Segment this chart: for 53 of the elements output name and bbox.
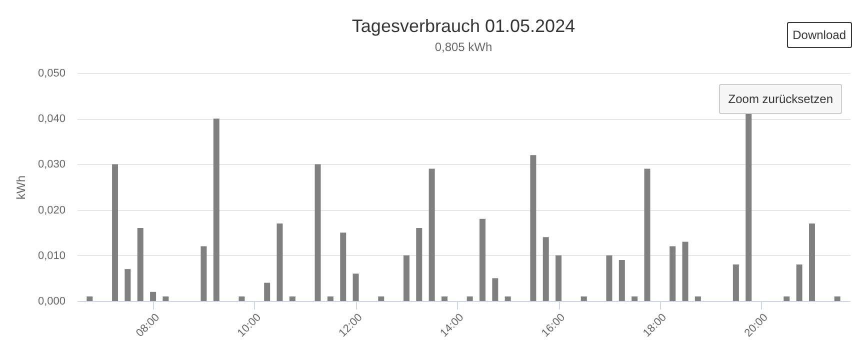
bar bbox=[732, 264, 739, 301]
bar bbox=[314, 164, 321, 301]
y-tick-label: 0,010 bbox=[38, 250, 66, 262]
bar bbox=[530, 155, 536, 301]
bar bbox=[694, 296, 701, 301]
bar bbox=[441, 296, 448, 301]
bar bbox=[112, 164, 118, 301]
reset-zoom-button: Zoom zurücksetzen bbox=[719, 84, 842, 114]
bar bbox=[644, 168, 650, 301]
bar bbox=[466, 296, 473, 301]
bar bbox=[150, 292, 156, 301]
bar bbox=[542, 237, 549, 301]
y-axis-title: kWh bbox=[14, 176, 28, 200]
bar bbox=[289, 296, 296, 301]
bar bbox=[162, 296, 169, 301]
bar bbox=[746, 114, 752, 301]
chart-title: Tagesverbrauch 01.05.2024 bbox=[352, 16, 576, 36]
bar bbox=[580, 296, 587, 301]
bar bbox=[264, 282, 270, 301]
bar bbox=[213, 118, 220, 301]
bar bbox=[124, 269, 131, 301]
bar bbox=[834, 296, 840, 301]
chart-subtitle: 0,805 kWh bbox=[434, 40, 492, 54]
bar bbox=[784, 296, 790, 301]
bar bbox=[504, 296, 511, 301]
bar bbox=[556, 255, 562, 301]
bar bbox=[492, 278, 498, 301]
y-tick-label: 0,000 bbox=[38, 296, 66, 308]
bar bbox=[378, 296, 384, 301]
bar bbox=[808, 223, 815, 301]
y-tick-label: 0,030 bbox=[38, 158, 66, 171]
bar bbox=[276, 223, 283, 301]
bar bbox=[137, 228, 144, 301]
bar bbox=[352, 274, 359, 301]
bar bbox=[428, 168, 435, 301]
bar bbox=[480, 218, 486, 301]
bar bbox=[86, 296, 93, 301]
y-tick-label: 0,040 bbox=[38, 113, 66, 126]
bar bbox=[682, 242, 688, 301]
bar bbox=[403, 255, 410, 301]
bar bbox=[796, 264, 802, 301]
bar bbox=[200, 246, 207, 301]
bar bbox=[618, 260, 625, 301]
y-tick-label: 0,020 bbox=[38, 204, 66, 216]
y-tick-label: 0,050 bbox=[38, 68, 66, 80]
bar bbox=[416, 228, 422, 301]
bar bbox=[606, 255, 612, 301]
bar bbox=[340, 232, 346, 301]
bar bbox=[632, 296, 638, 301]
download-button: Download bbox=[786, 22, 852, 48]
bar bbox=[327, 296, 334, 301]
bar bbox=[670, 246, 676, 301]
bar bbox=[238, 296, 245, 301]
